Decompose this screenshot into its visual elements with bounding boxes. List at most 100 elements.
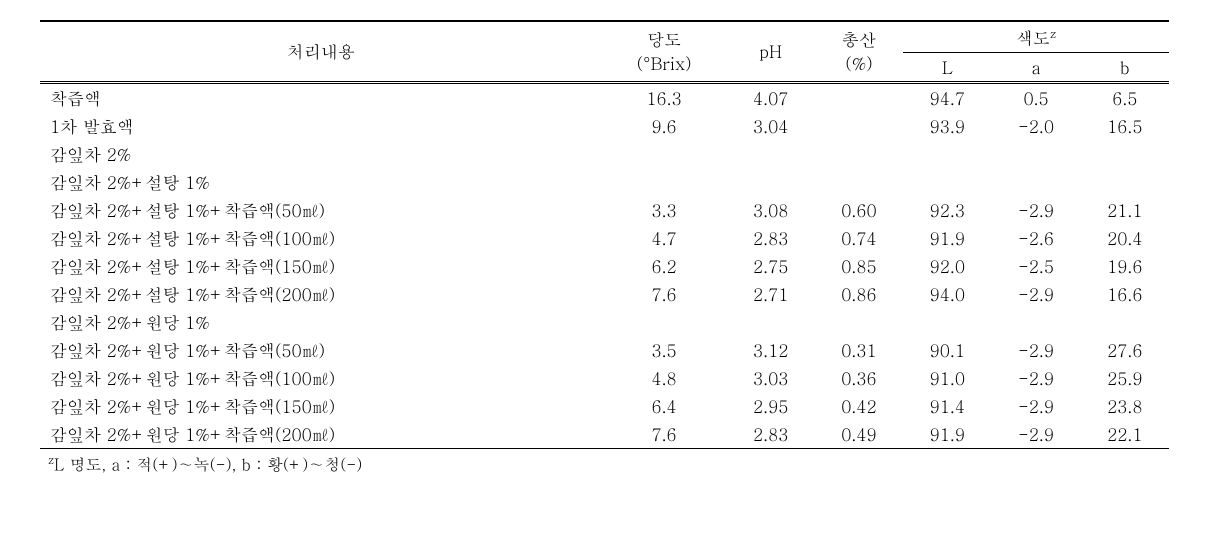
footnote: zL 명도, a : 적(+)∼녹(-), b : 황(+)∼청(-) [40, 449, 1169, 475]
cell-acid: 0.49 [815, 420, 903, 449]
table-row: 착즙액16.34.07 94.70.56.5 [40, 82, 1169, 112]
cell-label: 감잎차 2%+원당 1%+착즙액(150㎖) [40, 392, 602, 420]
cell-L: 91.9 [903, 224, 991, 252]
cell-label: 감잎차 2%+설탕 1%+착즙액(200㎖) [40, 280, 602, 308]
cell-b: 27.6 [1081, 336, 1169, 364]
header-ph: pH [727, 21, 815, 82]
cell-L: 92.3 [903, 196, 991, 224]
cell-acid [815, 112, 903, 140]
cell-a [991, 140, 1080, 168]
cell-ph: 3.08 [727, 196, 815, 224]
cell-brix: 4.8 [602, 364, 727, 392]
cell-b [1081, 308, 1169, 336]
cell-a: -2.9 [991, 392, 1080, 420]
header-b: b [1081, 52, 1169, 82]
data-table: 처리내용 당도 (°Brix) pH 총산 (%) 색도z L a b 착즙액1… [40, 20, 1169, 449]
header-treatment: 처리내용 [40, 21, 602, 82]
cell-acid [815, 308, 903, 336]
header-brix: 당도 (°Brix) [602, 21, 727, 82]
cell-L [903, 140, 991, 168]
header-color-sup: z [1050, 24, 1056, 42]
table-row: 감잎차 2%+원당 1%+착즙액(200㎖)7.62.830.4991.9-2.… [40, 420, 1169, 449]
cell-label: 감잎차 2%+설탕 1% [40, 168, 602, 196]
cell-label: 감잎차 2%+원당 1%+착즙액(200㎖) [40, 420, 602, 449]
cell-b: 19.6 [1081, 252, 1169, 280]
cell-ph: 3.12 [727, 336, 815, 364]
cell-ph: 2.71 [727, 280, 815, 308]
cell-L: 91.9 [903, 420, 991, 449]
table-row: 감잎차 2%+설탕 1%+착즙액(100㎖)4.72.830.7491.9-2.… [40, 224, 1169, 252]
cell-ph [727, 140, 815, 168]
cell-brix [602, 308, 727, 336]
table-row: 감잎차 2%+설탕 1%+착즙액(150㎖)6.22.750.8592.0-2.… [40, 252, 1169, 280]
cell-brix: 9.6 [602, 112, 727, 140]
cell-ph: 3.03 [727, 364, 815, 392]
cell-brix: 6.2 [602, 252, 727, 280]
cell-b [1081, 168, 1169, 196]
cell-a: -2.9 [991, 364, 1080, 392]
header-color-group: 색도z [903, 21, 1169, 52]
table-row: 감잎차 2%+원당 1%+착즙액(50㎖)3.53.120.3190.1-2.9… [40, 336, 1169, 364]
cell-label: 감잎차 2%+원당 1% [40, 308, 602, 336]
cell-brix [602, 140, 727, 168]
cell-ph: 2.95 [727, 392, 815, 420]
cell-brix [602, 168, 727, 196]
cell-b: 25.9 [1081, 364, 1169, 392]
cell-ph: 2.83 [727, 224, 815, 252]
cell-L: 92.0 [903, 252, 991, 280]
cell-a: -2.9 [991, 336, 1080, 364]
cell-a [991, 168, 1080, 196]
cell-acid: 0.60 [815, 196, 903, 224]
table-row: 감잎차 2%+원당 1%+착즙액(100㎖)4.83.030.3691.0-2.… [40, 364, 1169, 392]
cell-label: 감잎차 2%+설탕 1%+착즙액(100㎖) [40, 224, 602, 252]
cell-a: -2.0 [991, 112, 1080, 140]
cell-L: 94.0 [903, 280, 991, 308]
cell-label: 감잎차 2%+설탕 1%+착즙액(150㎖) [40, 252, 602, 280]
cell-brix: 3.5 [602, 336, 727, 364]
cell-label: 감잎차 2%+설탕 1%+착즙액(50㎖) [40, 196, 602, 224]
cell-L [903, 308, 991, 336]
cell-a: -2.6 [991, 224, 1080, 252]
cell-b: 16.6 [1081, 280, 1169, 308]
cell-b [1081, 140, 1169, 168]
cell-a: 0.5 [991, 82, 1080, 112]
footnote-text: L 명도, a : 적(+)∼녹(-), b : 황(+)∼청(-) [54, 452, 362, 475]
table-row: 감잎차 2%+설탕 1%+착즙액(200㎖)7.62.710.8694.0-2.… [40, 280, 1169, 308]
table-row: 감잎차 2%+설탕 1% [40, 168, 1169, 196]
table-row: 1차 발효액9.63.0493.9-2.016.5 [40, 112, 1169, 140]
cell-acid [815, 140, 903, 168]
cell-label: 착즙액 [40, 82, 602, 112]
cell-acid: 0.74 [815, 224, 903, 252]
cell-brix: 7.6 [602, 280, 727, 308]
cell-b: 21.1 [1081, 196, 1169, 224]
cell-brix: 3.3 [602, 196, 727, 224]
cell-b: 22.1 [1081, 420, 1169, 449]
cell-L [903, 168, 991, 196]
cell-ph [727, 168, 815, 196]
header-a: a [991, 52, 1080, 82]
cell-b: 6.5 [1081, 82, 1169, 112]
cell-L: 90.1 [903, 336, 991, 364]
cell-L: 94.7 [903, 82, 991, 112]
header-acid-text2: (%) [845, 51, 872, 75]
header-brix-text2: (°Brix) [637, 51, 692, 75]
cell-acid: 0.42 [815, 392, 903, 420]
header-L: L [903, 52, 991, 82]
cell-ph: 4.07 [727, 82, 815, 112]
cell-b: 20.4 [1081, 224, 1169, 252]
cell-acid: 0.86 [815, 280, 903, 308]
cell-b: 23.8 [1081, 392, 1169, 420]
cell-a: -2.9 [991, 420, 1080, 449]
cell-L: 91.4 [903, 392, 991, 420]
cell-a [991, 308, 1080, 336]
cell-brix: 16.3 [602, 82, 727, 112]
cell-ph [727, 308, 815, 336]
cell-a: -2.9 [991, 280, 1080, 308]
cell-brix: 7.6 [602, 420, 727, 449]
cell-b: 16.5 [1081, 112, 1169, 140]
cell-acid [815, 82, 903, 112]
table-row: 감잎차 2%+설탕 1%+착즙액(50㎖)3.33.080.6092.3-2.9… [40, 196, 1169, 224]
header-color-text: 색도 [1016, 26, 1050, 50]
cell-acid: 0.36 [815, 364, 903, 392]
table-row: 감잎차 2%+원당 1%+착즙액(150㎖)6.42.950.4291.4-2.… [40, 392, 1169, 420]
